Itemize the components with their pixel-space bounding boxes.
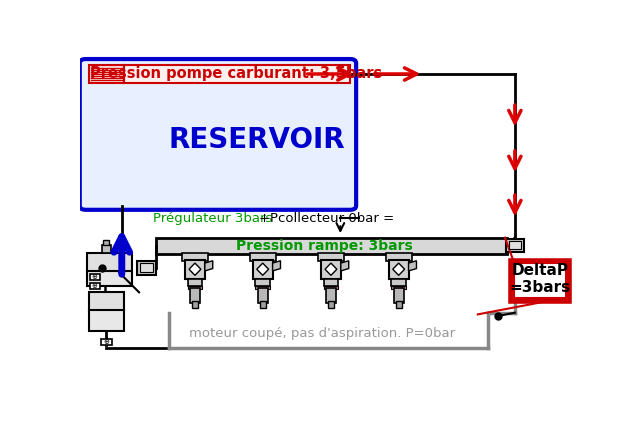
Text: =3bars: =3bars — [510, 280, 570, 295]
Bar — [103, 240, 110, 245]
Polygon shape — [341, 261, 349, 271]
Bar — [124, 65, 350, 83]
Text: moteur coupé, pas d'aspiration. P=0bar: moteur coupé, pas d'aspiration. P=0bar — [189, 327, 455, 340]
Bar — [89, 65, 124, 83]
Bar — [87, 253, 131, 272]
Bar — [509, 241, 521, 249]
Bar — [391, 279, 406, 286]
Bar — [260, 302, 265, 308]
Bar — [318, 253, 344, 261]
Bar — [511, 261, 569, 301]
Bar — [386, 253, 412, 261]
Bar — [396, 302, 402, 308]
Bar — [89, 273, 100, 280]
Bar — [394, 288, 404, 303]
Text: DeltaP: DeltaP — [512, 263, 568, 278]
FancyBboxPatch shape — [80, 59, 356, 210]
Polygon shape — [408, 261, 417, 271]
Bar — [192, 302, 198, 308]
Bar — [188, 285, 202, 289]
Polygon shape — [205, 261, 212, 271]
Bar — [514, 263, 567, 298]
Text: ⊕: ⊕ — [103, 339, 109, 345]
Text: Prégulateur 3bars: Prégulateur 3bars — [153, 212, 272, 225]
Bar — [182, 253, 208, 261]
Bar — [255, 285, 270, 289]
Bar — [255, 279, 270, 286]
Bar — [323, 285, 338, 289]
Polygon shape — [325, 263, 337, 275]
Bar — [391, 285, 406, 289]
Bar — [253, 260, 272, 280]
Bar — [389, 260, 408, 280]
Text: Pression rampe: 3bars: Pression rampe: 3bars — [236, 239, 413, 253]
Bar — [101, 339, 112, 345]
Text: +Pcollecteur 0bar =: +Pcollecteur 0bar = — [259, 212, 394, 225]
Text: RESERVOIR: RESERVOIR — [168, 126, 345, 153]
Bar — [250, 253, 276, 261]
Polygon shape — [189, 263, 201, 275]
Bar — [321, 260, 341, 280]
Bar — [323, 279, 338, 286]
Polygon shape — [256, 263, 269, 275]
Polygon shape — [272, 261, 281, 271]
Text: Pression pompe carburant: 3,5bars: Pression pompe carburant: 3,5bars — [90, 67, 382, 82]
Bar — [140, 263, 153, 272]
Bar — [137, 261, 156, 275]
Bar — [190, 288, 200, 303]
Text: ⊕: ⊕ — [92, 274, 98, 280]
Bar — [102, 245, 111, 253]
Bar — [326, 288, 336, 303]
Bar — [89, 310, 124, 331]
Bar — [328, 302, 334, 308]
Bar — [258, 288, 268, 303]
Bar — [188, 279, 202, 286]
Text: ⊕: ⊕ — [92, 283, 98, 289]
Bar — [185, 260, 205, 280]
Bar — [506, 239, 524, 251]
Bar — [87, 271, 131, 285]
Polygon shape — [393, 263, 404, 275]
Bar — [89, 283, 100, 289]
Bar — [156, 238, 507, 254]
Bar — [89, 292, 124, 311]
